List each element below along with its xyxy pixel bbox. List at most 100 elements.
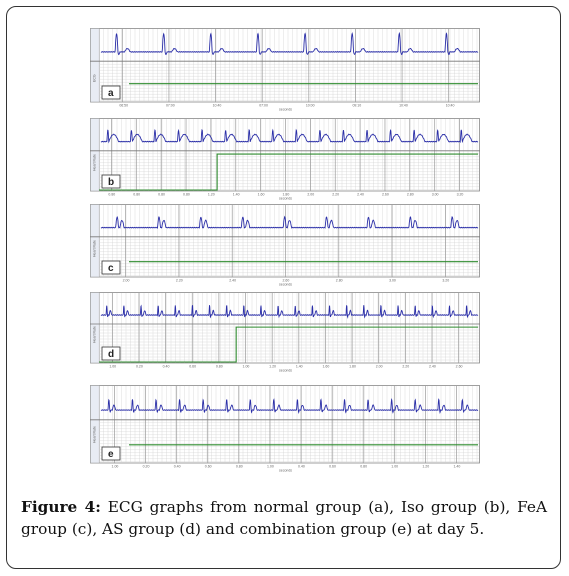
tick-label: 0.80	[236, 465, 243, 469]
tick-label: 1.00	[112, 465, 119, 469]
panel-label: d	[108, 349, 114, 360]
tick-label: 10:40	[399, 104, 408, 108]
tick-label: 3.20	[442, 279, 449, 283]
tick-label: 0.60	[329, 465, 336, 469]
tick-label: 0.20	[136, 365, 143, 369]
tick-label: 2.60	[382, 193, 389, 197]
tick-label: 0.40	[298, 465, 305, 469]
tick-label: 1.20	[208, 193, 215, 197]
ecg-chart-c: c Heart Rate 2.00 2.20 2.40 2.60 2.80 3.00 3.20 s…	[90, 204, 480, 286]
tick-label: 10:00	[306, 104, 315, 108]
chart-border	[90, 28, 480, 103]
tick-label: 3.00	[389, 279, 396, 283]
tick-label: 1.20	[269, 365, 276, 369]
tick-label: 0.80	[133, 193, 140, 197]
panel-label-box	[101, 260, 121, 275]
panel-label-box	[101, 85, 121, 100]
tick-label: 1.80	[283, 193, 290, 197]
figure-caption: Figure 4: ECG graphs from normal group (…	[21, 496, 547, 540]
grid	[98, 293, 479, 363]
panel-label: a	[108, 88, 114, 99]
tick-label: 1.40	[233, 193, 240, 197]
ecg-chart-e: e Heart Rate 1.00 0.20 0.40 0.60 0.80 1.00 0.40 0…	[90, 385, 480, 472]
tick-label: 1.40	[296, 365, 303, 369]
heart-rate-line	[99, 326, 478, 363]
tick-label: 0.40	[163, 365, 170, 369]
channel-strip	[90, 28, 100, 103]
tick-label: 0.80	[360, 465, 367, 469]
tick-label: 0.80	[108, 193, 115, 197]
caption-label: Figure 4:	[21, 498, 101, 516]
tick-label: 3.20	[457, 193, 464, 197]
ecg-panel-d: d Heart Rate 1.00 0.20 0.40 0.60 0.80 1.00 1.20 1…	[90, 292, 480, 372]
tick-label: 1.60	[322, 365, 329, 369]
tick-label: 0.80	[158, 193, 165, 197]
ecg-trace	[100, 398, 479, 415]
tick-label: 0.60	[189, 365, 196, 369]
tick-label: 3.00	[432, 193, 439, 197]
channel-strip	[90, 292, 100, 364]
tick-label: 0.80	[216, 365, 223, 369]
tick-label: 06:50	[119, 104, 128, 108]
tick-label: 2.60	[456, 365, 463, 369]
side-title: Heart Rate	[93, 426, 97, 443]
tick-label: 10:40	[213, 104, 222, 108]
tick-label: 2.60	[283, 279, 290, 283]
grid	[98, 205, 479, 277]
tick-label: 2.00	[376, 365, 383, 369]
tick-label: 2.80	[407, 193, 414, 197]
tick-label: 1.00	[267, 465, 274, 469]
tick-label: 1.00	[391, 465, 398, 469]
panel-label: e	[108, 449, 114, 460]
side-title: ECG	[93, 74, 97, 82]
tick-label: 2.20	[402, 365, 409, 369]
tick-label: 07:00	[259, 104, 268, 108]
side-title: Heart Rate	[93, 240, 97, 257]
tick-label: 1.00	[243, 365, 250, 369]
caption-text: ECG graphs from normal group (a), Iso gr…	[21, 498, 547, 538]
tick-label: 1.80	[349, 365, 356, 369]
chart-border	[90, 118, 480, 192]
ecg-panel-c: c Heart Rate 2.00 2.20 2.40 2.60 2.80 3.00 3.20 s…	[90, 204, 480, 286]
tick-label: 07:00	[166, 104, 175, 108]
tick-label: 2.20	[176, 279, 183, 283]
axis-title: seconds	[279, 197, 292, 201]
ecg-trace	[100, 31, 479, 56]
tick-label: 1.60	[258, 193, 265, 197]
tick-label: 2.80	[336, 279, 343, 283]
tick-label: 10:40	[446, 104, 455, 108]
ecg-chart-d: d Heart Rate 1.00 0.20 0.40 0.60 0.80 1.00 1.20 1…	[90, 292, 480, 372]
panel-label: b	[108, 177, 114, 188]
tick-label: 2.40	[229, 279, 236, 283]
tick-label: 2.20	[332, 193, 339, 197]
channel-strip	[90, 204, 100, 278]
tick-label: 1.20	[422, 465, 429, 469]
panel-label-box	[101, 446, 121, 461]
axis-title: seconds	[279, 469, 292, 473]
tick-label: 2.00	[307, 193, 314, 197]
panel-label-box	[101, 174, 121, 189]
axis-title: seconds	[279, 369, 292, 373]
channel-strip	[90, 118, 100, 192]
ecg-chart-b: b Heart Rate 0.80 0.80 0.80 0.80 1.20 1.40 1.60 1…	[90, 118, 480, 200]
ecg-trace	[100, 215, 479, 230]
chart-border	[90, 385, 480, 464]
channel-strip	[90, 385, 100, 464]
tick-label: 1.40	[453, 465, 460, 469]
tick-label: 0.20	[143, 465, 150, 469]
tick-label: 0.80	[183, 193, 190, 197]
ecg-panel-b: b Heart Rate 0.80 0.80 0.80 0.80 1.20 1.40 1.60 1…	[90, 118, 480, 200]
axis-title: seconds	[279, 108, 292, 112]
tick-label: 2.40	[357, 193, 364, 197]
tick-label: 1.00	[109, 365, 116, 369]
ecg-panel-e: e Heart Rate 1.00 0.20 0.40 0.60 0.80 1.00 0.40 0…	[90, 385, 480, 472]
panel-label-box	[101, 346, 121, 361]
side-title: Heart Rate	[93, 326, 97, 343]
grid	[98, 29, 479, 102]
panel-label: c	[108, 263, 114, 274]
ecg-trace	[100, 128, 479, 144]
chart-border	[90, 204, 480, 278]
heart-rate-line	[99, 153, 478, 191]
ecg-chart-a: a ECG 06:50 07:00 10:40 07:00 10:00 09:10 10:40 1…	[90, 28, 480, 111]
side-title: Heart Rate	[93, 154, 97, 171]
